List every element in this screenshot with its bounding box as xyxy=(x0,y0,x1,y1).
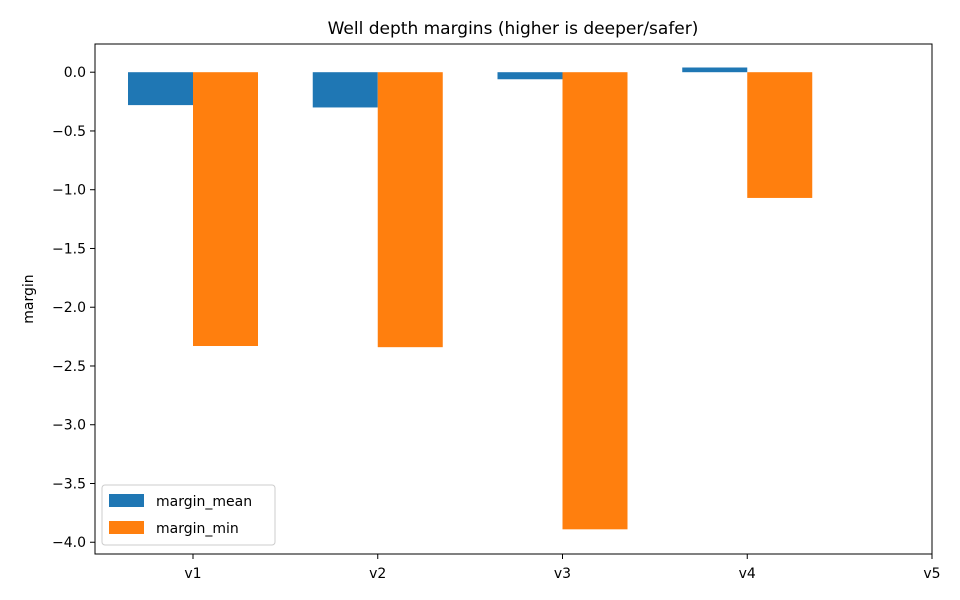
x-tick-label: v2 xyxy=(369,566,386,582)
x-tick-label: v4 xyxy=(739,566,756,582)
chart-title: Well depth margins (higher is deeper/saf… xyxy=(328,19,699,39)
bar-margin_mean-v2 xyxy=(312,72,378,108)
legend-swatch-margin_mean xyxy=(109,494,144,507)
legend-swatch-margin_min xyxy=(109,521,144,534)
x-tick-label: v5 xyxy=(923,566,940,582)
bar-margin_mean-v1 xyxy=(128,72,193,106)
bar-margin_min-v4 xyxy=(747,72,813,198)
bar-margin_min-v3 xyxy=(562,72,628,530)
bar-margin_mean-v4 xyxy=(682,67,748,73)
bar-margin_mean-v3 xyxy=(497,72,563,80)
legend: margin_mean margin_min xyxy=(101,484,276,546)
bar-margin_min-v1 xyxy=(193,72,258,347)
x-tick-label: v1 xyxy=(184,566,201,582)
y-tick-label: −3.5 xyxy=(52,476,86,492)
y-tick-label: 0.0 xyxy=(64,65,86,81)
plot-frame xyxy=(94,43,933,555)
y-axis-title: margin xyxy=(21,274,37,323)
bar-margin_min-v2 xyxy=(377,72,443,348)
legend-box xyxy=(101,484,276,546)
y-tick-label: −1.5 xyxy=(52,241,86,257)
bars-layer xyxy=(128,67,813,530)
axes-layer: 0.0 −0.5 −1.0 −1.5 −2.0 −2.5 −3.0 −3.5 −4.0 v1 v2 v… xyxy=(52,65,941,582)
legend-label-margin_min: margin_min xyxy=(156,521,239,537)
legend-label-margin_mean: margin_mean xyxy=(156,494,252,510)
x-tick-label: v3 xyxy=(554,566,571,582)
y-tick-label: −1.0 xyxy=(52,183,86,199)
y-tick-label: −4.0 xyxy=(52,535,86,551)
y-tick-label: −2.0 xyxy=(52,300,86,316)
y-tick-label: −0.5 xyxy=(52,124,86,140)
y-tick-label: −2.5 xyxy=(52,359,86,375)
y-tick-label: −3.0 xyxy=(52,418,86,434)
